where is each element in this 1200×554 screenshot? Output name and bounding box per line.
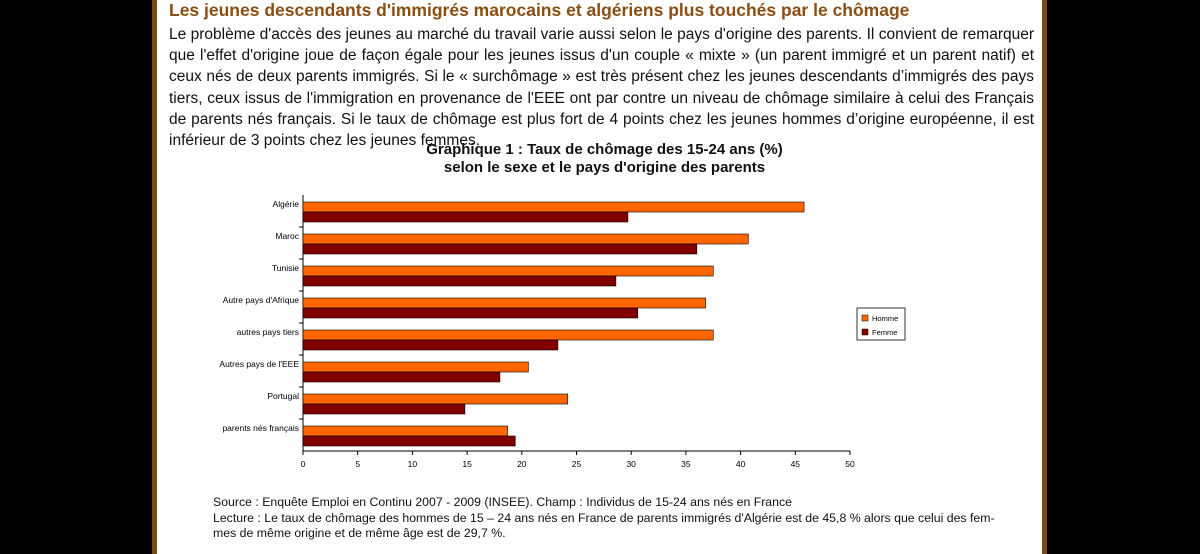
x-tick-label: 25 <box>572 459 582 469</box>
x-tick-label: 0 <box>301 459 306 469</box>
legend-swatch-femme <box>861 328 869 336</box>
legend-swatch-homme <box>861 314 869 322</box>
article-heading: Les jeunes descendants d'immigrés maroca… <box>169 0 910 20</box>
y-category-label: Portugal <box>267 391 299 401</box>
bar-femme <box>302 403 466 415</box>
legend-label-femme: Femme <box>872 328 897 337</box>
bar-femme <box>302 371 501 383</box>
x-tick-label: 35 <box>681 459 691 469</box>
y-category-label: autres pays tiers <box>237 327 299 337</box>
bar-homme <box>302 297 706 309</box>
y-category-label: Maroc <box>275 231 299 241</box>
bar-femme <box>302 339 559 351</box>
y-category-label: Tunisie <box>272 263 299 273</box>
y-category-label: Autres pays de l'EEE <box>219 359 299 369</box>
chart-title: Graphique 1 : Taux de chômage des 15-24 … <box>157 141 1052 177</box>
bar-femme <box>302 275 617 287</box>
bar-homme <box>302 393 569 405</box>
x-tick-label: 10 <box>408 459 418 469</box>
bar-homme <box>302 329 714 341</box>
lecture-note-line-2: mes de même origine et de même âge est d… <box>213 526 506 540</box>
chart-notes: Source : Enquête Emploi en Continu 2007 … <box>213 495 1003 542</box>
x-tick-label: 5 <box>355 459 360 469</box>
article-body: Le problème d'accès des jeunes au marché… <box>169 26 1034 150</box>
bar-homme <box>302 233 749 245</box>
bar-homme <box>302 265 714 277</box>
y-category-label: parents nés français <box>222 423 299 433</box>
bar-homme <box>302 361 529 373</box>
bar-femme <box>302 243 698 255</box>
bar-homme <box>302 425 508 437</box>
bar-femme <box>302 435 516 447</box>
bar-chart: 0 5 10 15 20 25 30 35 40 45 50 Algérie Maroc Tunisie A… <box>219 195 906 469</box>
x-tick-label: 15 <box>462 459 472 469</box>
bar-homme <box>302 201 805 213</box>
chart-title-line-1: Graphique 1 : Taux de chômage des 15-24 … <box>426 141 783 158</box>
x-tick-label: 40 <box>736 459 746 469</box>
x-tick-label: 20 <box>517 459 527 469</box>
y-category-label: Autre pays d'Afrique <box>223 295 300 305</box>
lecture-note-line-1: Lecture : Le taux de chômage des hommes … <box>213 510 995 525</box>
y-category-label: Algérie <box>273 199 300 209</box>
bar-femme <box>302 211 629 223</box>
bar-femme <box>302 307 639 319</box>
x-tick-label: 50 <box>845 459 855 469</box>
source-note: Source : Enquête Emploi en Continu 2007 … <box>213 495 792 509</box>
x-tick-label: 45 <box>791 459 801 469</box>
x-tick-label: 30 <box>626 459 636 469</box>
document-page: Les jeunes descendants d'immigrés maroca… <box>152 0 1047 554</box>
legend-label-homme: Homme <box>872 314 898 323</box>
chart-title-line-2: selon le sexe et le pays d'origine des p… <box>443 159 766 176</box>
